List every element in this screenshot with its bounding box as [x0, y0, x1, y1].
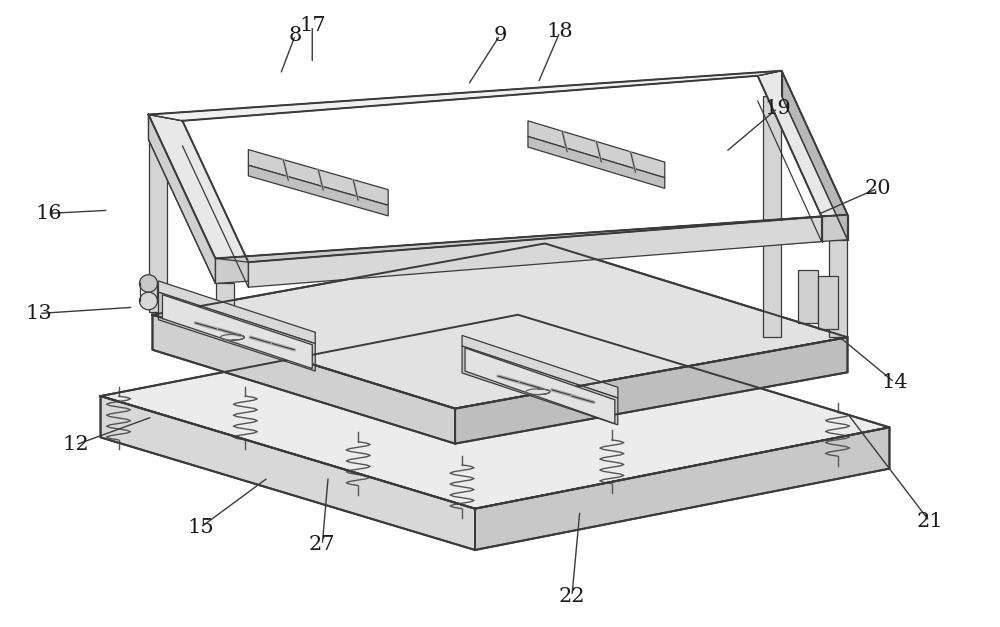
- Polygon shape: [248, 216, 822, 287]
- Text: 16: 16: [35, 204, 62, 223]
- Ellipse shape: [140, 292, 157, 310]
- Polygon shape: [763, 96, 781, 337]
- Polygon shape: [162, 295, 312, 369]
- Polygon shape: [158, 281, 315, 344]
- Polygon shape: [158, 292, 315, 371]
- Text: 21: 21: [916, 512, 943, 530]
- Polygon shape: [462, 335, 618, 398]
- Text: 8: 8: [289, 26, 302, 45]
- Text: 14: 14: [881, 373, 908, 392]
- Polygon shape: [818, 276, 838, 329]
- Polygon shape: [148, 115, 215, 283]
- Polygon shape: [829, 240, 847, 337]
- Text: 9: 9: [493, 26, 507, 45]
- Polygon shape: [216, 283, 234, 312]
- Text: 13: 13: [25, 304, 52, 323]
- Polygon shape: [782, 71, 848, 240]
- Text: 20: 20: [864, 179, 891, 198]
- Polygon shape: [798, 270, 818, 323]
- Polygon shape: [462, 346, 618, 425]
- Text: 12: 12: [62, 435, 89, 455]
- Text: 17: 17: [299, 16, 326, 35]
- Text: 22: 22: [559, 587, 585, 606]
- Polygon shape: [528, 121, 665, 177]
- Text: 27: 27: [309, 535, 335, 554]
- Polygon shape: [215, 214, 848, 283]
- Polygon shape: [758, 71, 848, 216]
- Polygon shape: [455, 337, 848, 444]
- Polygon shape: [215, 214, 848, 262]
- Polygon shape: [148, 115, 248, 262]
- Polygon shape: [101, 315, 889, 508]
- Text: 19: 19: [764, 99, 791, 118]
- Polygon shape: [101, 396, 475, 550]
- Polygon shape: [465, 348, 615, 424]
- Polygon shape: [248, 150, 388, 205]
- Text: 15: 15: [187, 518, 214, 537]
- Polygon shape: [475, 428, 889, 550]
- Polygon shape: [152, 315, 455, 444]
- Polygon shape: [148, 71, 782, 121]
- Polygon shape: [528, 137, 665, 188]
- Text: 18: 18: [547, 23, 573, 41]
- Polygon shape: [149, 140, 167, 312]
- Polygon shape: [248, 166, 388, 216]
- Ellipse shape: [140, 275, 157, 292]
- Polygon shape: [152, 243, 848, 409]
